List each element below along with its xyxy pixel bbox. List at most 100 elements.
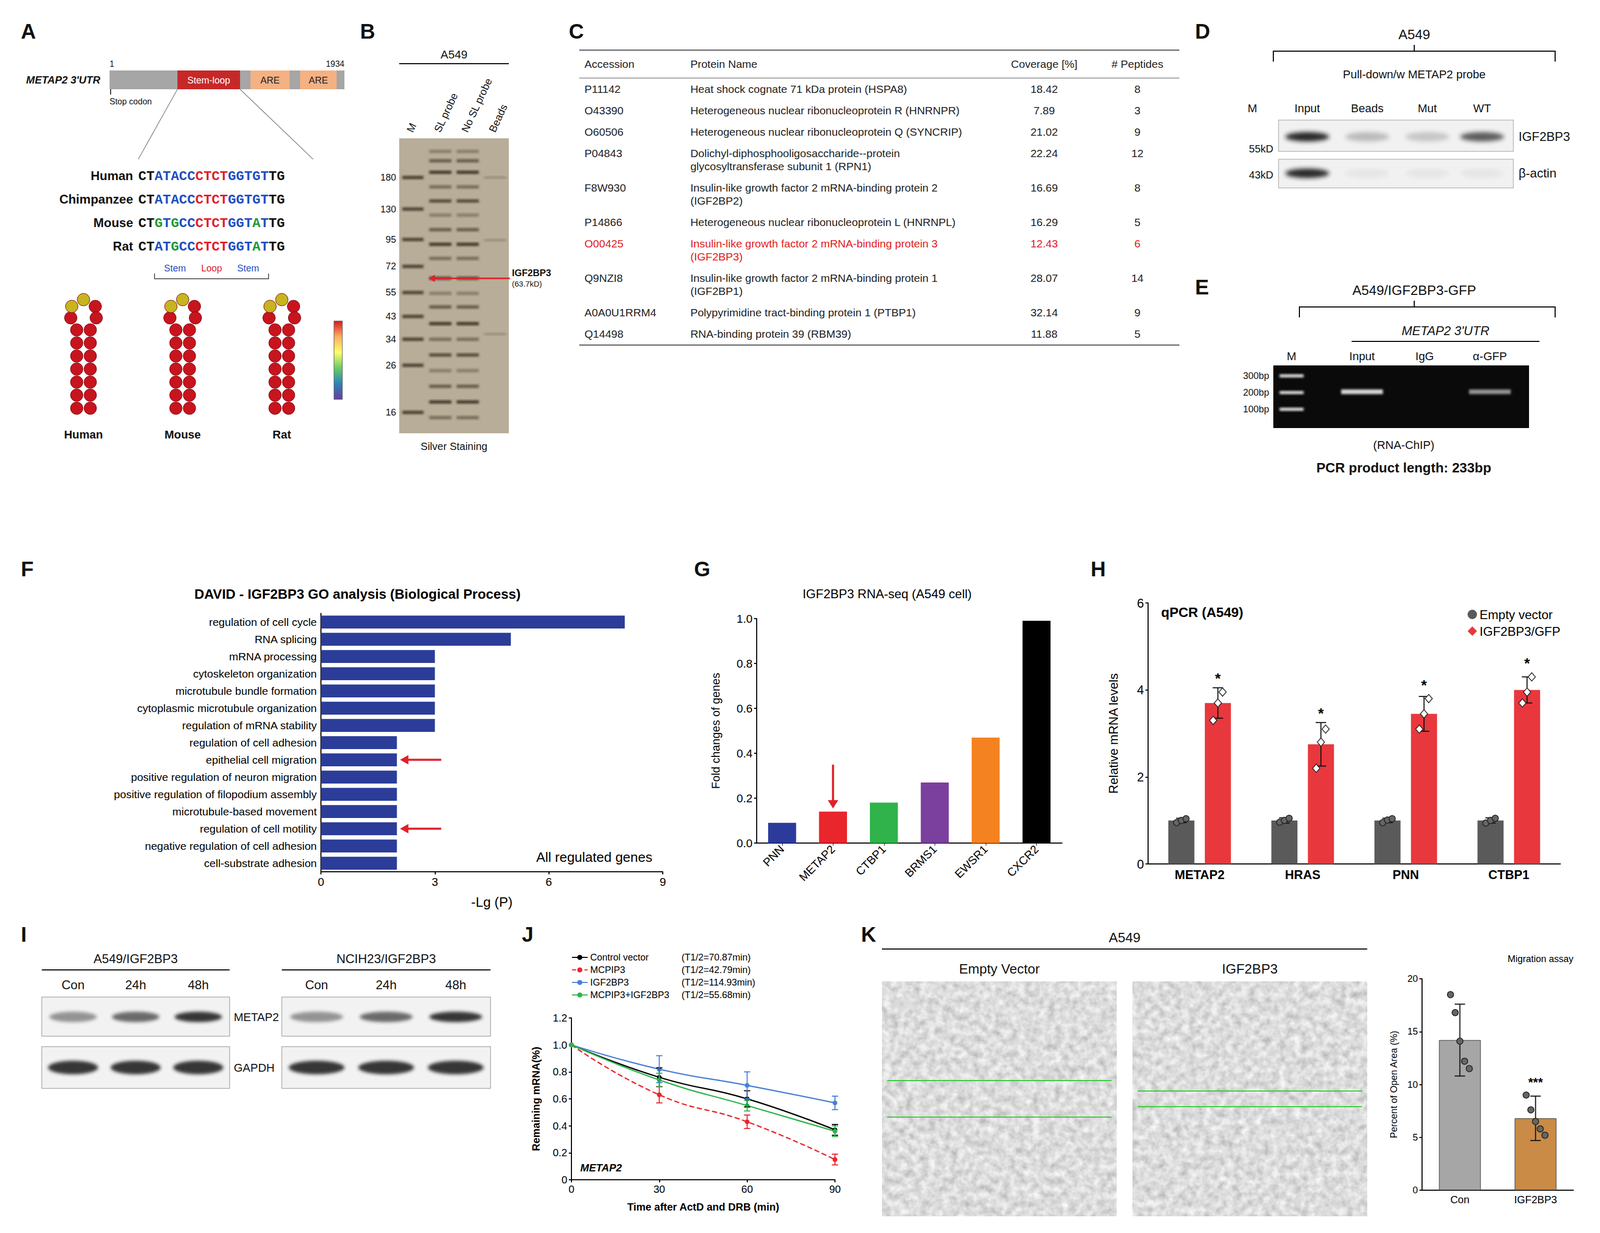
svg-text:A549: A549 bbox=[1398, 26, 1431, 43]
svg-text:34: 34 bbox=[385, 333, 397, 345]
svg-text:M: M bbox=[1247, 101, 1258, 115]
svg-text:1.0: 1.0 bbox=[736, 612, 753, 626]
svg-text:mRNA processing: mRNA processing bbox=[229, 650, 317, 663]
svg-text:0: 0 bbox=[317, 875, 325, 889]
svg-text:55kD: 55kD bbox=[1248, 142, 1274, 155]
svg-text:regulation of cell cycle: regulation of cell cycle bbox=[208, 615, 317, 628]
svg-text:0.0: 0.0 bbox=[736, 836, 753, 850]
svg-text:Pull-down/w METAP2 probe: Pull-down/w METAP2 probe bbox=[1342, 67, 1486, 81]
svg-text:Remaining mRNA(%): Remaining mRNA(%) bbox=[530, 1046, 542, 1151]
svg-text:Chimpanzee: Chimpanzee bbox=[59, 192, 134, 207]
svg-text:Stem: Stem bbox=[237, 263, 260, 274]
svg-text:3: 3 bbox=[431, 875, 438, 889]
svg-text:60: 60 bbox=[741, 1183, 754, 1195]
svg-text:SL probe: SL probe bbox=[431, 90, 460, 134]
svg-text:PCR product length: 233bp: PCR product length: 233bp bbox=[1316, 459, 1491, 476]
svg-text:A549/IGF2BP3: A549/IGF2BP3 bbox=[93, 951, 178, 966]
svg-text:All regulated genes: All regulated genes bbox=[535, 849, 653, 865]
svg-text:(T1/2=42.79min): (T1/2=42.79min) bbox=[681, 964, 751, 975]
svg-text:Fold changes of genes: Fold changes of genes bbox=[709, 672, 723, 790]
svg-text:Loop: Loop bbox=[200, 263, 222, 274]
svg-text:Migration assay: Migration assay bbox=[1507, 953, 1574, 964]
svg-text:(T1/2=55.68min): (T1/2=55.68min) bbox=[681, 989, 751, 1000]
svg-text:Rat: Rat bbox=[112, 239, 134, 254]
svg-text:Mouse: Mouse bbox=[93, 215, 134, 230]
svg-text:200bp: 200bp bbox=[1243, 387, 1270, 398]
svg-text:microtubule bundle formation: microtubule bundle formation bbox=[175, 684, 317, 697]
svg-text:72: 72 bbox=[385, 260, 397, 272]
svg-text:microtubule-based movement: microtubule-based movement bbox=[172, 805, 317, 818]
svg-text:Mut: Mut bbox=[1417, 101, 1438, 115]
svg-text:Percent of Open Area (%): Percent of Open Area (%) bbox=[1388, 1030, 1400, 1138]
svg-text:55: 55 bbox=[385, 287, 397, 298]
svg-text:*: * bbox=[1318, 705, 1324, 722]
svg-text:GAPDH: GAPDH bbox=[233, 1060, 275, 1074]
svg-text:α-GFP: α-GFP bbox=[1472, 349, 1507, 363]
svg-text:16: 16 bbox=[385, 407, 397, 418]
svg-text:(RNA-ChIP): (RNA-ChIP) bbox=[1372, 438, 1435, 452]
svg-text:0: 0 bbox=[568, 1183, 575, 1195]
svg-text:1934: 1934 bbox=[325, 59, 345, 69]
svg-text:Stem: Stem bbox=[163, 263, 186, 274]
svg-text:CXCR2: CXCR2 bbox=[1004, 842, 1042, 879]
svg-text:positive regulation of filopod: positive regulation of filopodium assemb… bbox=[113, 787, 317, 800]
svg-text:cytoskeleton organization: cytoskeleton organization bbox=[193, 667, 317, 680]
svg-text:METAP2: METAP2 bbox=[233, 1010, 279, 1024]
svg-text:M: M bbox=[404, 121, 419, 134]
svg-text:WT: WT bbox=[1473, 101, 1491, 115]
svg-text:CTBP1: CTBP1 bbox=[1488, 867, 1530, 882]
svg-text:1.2: 1.2 bbox=[552, 1011, 568, 1024]
svg-text:METAP2: METAP2 bbox=[580, 1161, 623, 1174]
svg-text:-Lg (P): -Lg (P) bbox=[471, 893, 513, 910]
svg-text:Stop codon: Stop codon bbox=[109, 97, 152, 106]
svg-text:negative regulation of cell ad: negative regulation of cell adhesion bbox=[145, 839, 317, 852]
svg-text:Control vector: Control vector bbox=[590, 951, 649, 963]
svg-text:IGF2BP3: IGF2BP3 bbox=[511, 267, 552, 279]
svg-text:Time after ActD and DRB (min): Time after ActD and DRB (min) bbox=[627, 1200, 780, 1213]
svg-text:0.8: 0.8 bbox=[736, 657, 753, 671]
svg-text:1.0: 1.0 bbox=[552, 1039, 568, 1051]
svg-text:CTGTGCCCTCTGGTATTG: CTGTGCCCTCTGGTATTG bbox=[138, 215, 285, 232]
svg-text:regulation of mRNA stability: regulation of mRNA stability bbox=[182, 719, 317, 732]
svg-text:0.2: 0.2 bbox=[552, 1146, 568, 1158]
svg-text:Empty Vector: Empty Vector bbox=[959, 960, 1041, 977]
svg-text:IGF2BP3: IGF2BP3 bbox=[1222, 960, 1279, 977]
svg-text:Stem-loop: Stem-loop bbox=[187, 75, 231, 86]
svg-text:IgG: IgG bbox=[1415, 349, 1434, 363]
svg-text:regulation of cell adhesion: regulation of cell adhesion bbox=[189, 736, 317, 749]
svg-text:24h: 24h bbox=[375, 977, 397, 992]
svg-text:MCPIP3+IGF2BP3: MCPIP3+IGF2BP3 bbox=[590, 989, 670, 1000]
svg-text:METAP2 3'UTR: METAP2 3'UTR bbox=[1401, 323, 1490, 338]
svg-text:Silver Staining: Silver Staining bbox=[420, 440, 488, 452]
svg-text:*: * bbox=[1421, 676, 1427, 694]
svg-text:ARE: ARE bbox=[260, 75, 280, 86]
svg-text:METAP2: METAP2 bbox=[796, 842, 838, 884]
svg-text:Beads: Beads bbox=[486, 102, 510, 135]
svg-text:BRMS1: BRMS1 bbox=[902, 842, 940, 880]
svg-text:CTBP1: CTBP1 bbox=[853, 842, 889, 878]
svg-text:PNN: PNN bbox=[1392, 867, 1419, 882]
svg-text:Empty vector: Empty vector bbox=[1479, 607, 1553, 622]
svg-text:1: 1 bbox=[109, 59, 115, 69]
svg-text:EWSR1: EWSR1 bbox=[952, 842, 991, 881]
svg-text:0: 0 bbox=[1412, 1184, 1418, 1196]
svg-text:ARE: ARE bbox=[308, 75, 328, 86]
svg-text:6: 6 bbox=[545, 875, 553, 889]
svg-text:IGF2BP3: IGF2BP3 bbox=[1518, 129, 1571, 144]
svg-text:0: 0 bbox=[561, 1173, 568, 1186]
svg-text:Con: Con bbox=[1450, 1193, 1470, 1205]
svg-text:METAP2: METAP2 bbox=[1174, 867, 1225, 882]
svg-text:6: 6 bbox=[1137, 595, 1144, 611]
svg-text:Mouse: Mouse bbox=[164, 427, 201, 441]
svg-text:0.6: 0.6 bbox=[552, 1092, 568, 1105]
svg-text:9: 9 bbox=[659, 875, 666, 889]
svg-text:positive regulation of neuron: positive regulation of neuron migration bbox=[130, 770, 317, 783]
svg-text:180: 180 bbox=[380, 172, 397, 183]
svg-text:20: 20 bbox=[1407, 973, 1418, 984]
svg-text:0.8: 0.8 bbox=[552, 1065, 568, 1078]
svg-text:300bp: 300bp bbox=[1243, 370, 1270, 381]
svg-text:A549/IGF2BP3-GFP: A549/IGF2BP3-GFP bbox=[1352, 282, 1477, 298]
svg-text:100bp: 100bp bbox=[1243, 403, 1270, 415]
svg-text:(T1/2=70.87min): (T1/2=70.87min) bbox=[681, 951, 751, 963]
svg-text:CTATGCCCTCTGGTATTG: CTATGCCCTCTGGTATTG bbox=[138, 239, 285, 255]
